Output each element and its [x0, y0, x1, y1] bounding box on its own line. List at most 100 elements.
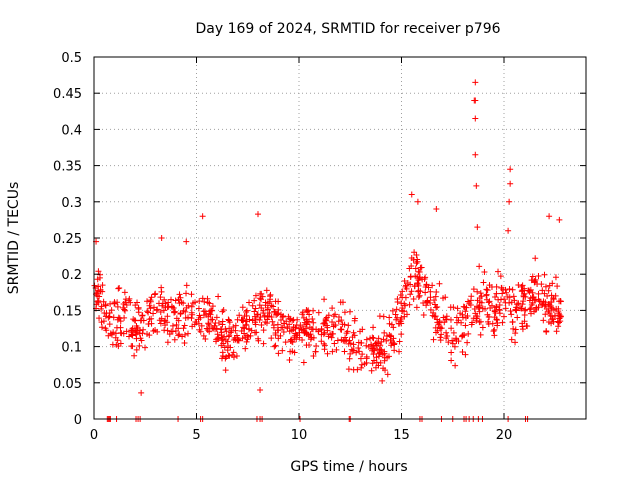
- data-point: [483, 292, 490, 299]
- data-point: [381, 350, 388, 357]
- data-point: [166, 331, 173, 338]
- data-point: [251, 308, 258, 315]
- data-point: [303, 316, 310, 323]
- data-point: [121, 314, 128, 321]
- data-point: [181, 331, 188, 338]
- data-point: [464, 312, 471, 319]
- data-point: [252, 305, 259, 312]
- data-point: [307, 336, 314, 343]
- data-point: [150, 304, 157, 311]
- data-point: [415, 288, 422, 295]
- data-point: [492, 310, 499, 317]
- data-point: [373, 354, 380, 361]
- data-point: [423, 302, 430, 309]
- data-point: [219, 321, 226, 328]
- data-point: [264, 316, 271, 323]
- data-point: [284, 325, 291, 332]
- data-point: [213, 325, 220, 332]
- data-point: [499, 290, 506, 297]
- data-point: [185, 330, 192, 337]
- data-point: [434, 316, 441, 323]
- data-point: [407, 291, 414, 298]
- data-point: [437, 337, 444, 344]
- data-point: [540, 317, 547, 324]
- data-point: [159, 302, 166, 309]
- data-point: [476, 298, 483, 305]
- data-point: [272, 342, 279, 349]
- data-point: [313, 343, 320, 350]
- data-point: [484, 287, 491, 294]
- data-point: [369, 345, 376, 352]
- data-point: [329, 305, 336, 312]
- data-point: [523, 322, 530, 329]
- data-point: [189, 323, 196, 330]
- data-point: [207, 311, 214, 318]
- data-point: [138, 389, 145, 396]
- data-point: [321, 342, 328, 349]
- data-point: [289, 348, 296, 355]
- data-point: [332, 311, 339, 318]
- data-point: [480, 279, 487, 286]
- data-point: [547, 312, 554, 319]
- data-point: [200, 308, 207, 315]
- data-point: [176, 291, 183, 298]
- data-point: [373, 359, 380, 366]
- data-point: [100, 318, 107, 325]
- data-point: [215, 293, 222, 300]
- data-point: [94, 276, 101, 283]
- data-point: [224, 338, 231, 345]
- data-point: [243, 312, 250, 319]
- data-point: [402, 302, 409, 309]
- data-point: [529, 273, 536, 280]
- data-point: [268, 335, 275, 342]
- data-point: [344, 328, 351, 335]
- data-point: [536, 298, 543, 305]
- data-point: [432, 301, 439, 308]
- data-point: [312, 348, 319, 355]
- data-point: [550, 296, 557, 303]
- data-point: [196, 298, 203, 305]
- data-point: [209, 303, 216, 310]
- data-point: [438, 325, 445, 332]
- data-point: [201, 298, 208, 305]
- data-point: [146, 302, 153, 309]
- data-point: [329, 330, 336, 337]
- data-point: [181, 322, 188, 329]
- data-point: [539, 287, 546, 294]
- data-point: [498, 284, 505, 291]
- data-point: [447, 316, 454, 323]
- data-point: [447, 304, 454, 311]
- data-point: [450, 329, 457, 336]
- data-point: [325, 312, 332, 319]
- data-point: [310, 334, 317, 341]
- data-point: [223, 353, 230, 360]
- data-point: [393, 306, 400, 313]
- data-point: [508, 299, 515, 306]
- data-point: [341, 309, 348, 316]
- data-point: [349, 334, 356, 341]
- data-point: [122, 296, 129, 303]
- data-point: [280, 329, 287, 336]
- data-point: [245, 325, 252, 332]
- data-point: [502, 286, 509, 293]
- data-point: [413, 260, 420, 267]
- data-point: [415, 293, 422, 300]
- data-point: [465, 330, 472, 337]
- data-point: [481, 268, 488, 275]
- data-point: [209, 307, 216, 314]
- data-point: [451, 343, 458, 350]
- data-point: [239, 335, 246, 342]
- data-point: [161, 296, 168, 303]
- data-point: [510, 293, 517, 300]
- data-point: [361, 360, 368, 367]
- data-point: [431, 297, 438, 304]
- data-point: [388, 342, 395, 349]
- data-point: [293, 336, 300, 343]
- data-point: [459, 314, 466, 321]
- data-point: [318, 325, 325, 332]
- data-point: [427, 306, 434, 313]
- data-point: [148, 320, 155, 327]
- data-point: [356, 348, 363, 355]
- data-point: [553, 328, 560, 335]
- data-point: [469, 319, 476, 326]
